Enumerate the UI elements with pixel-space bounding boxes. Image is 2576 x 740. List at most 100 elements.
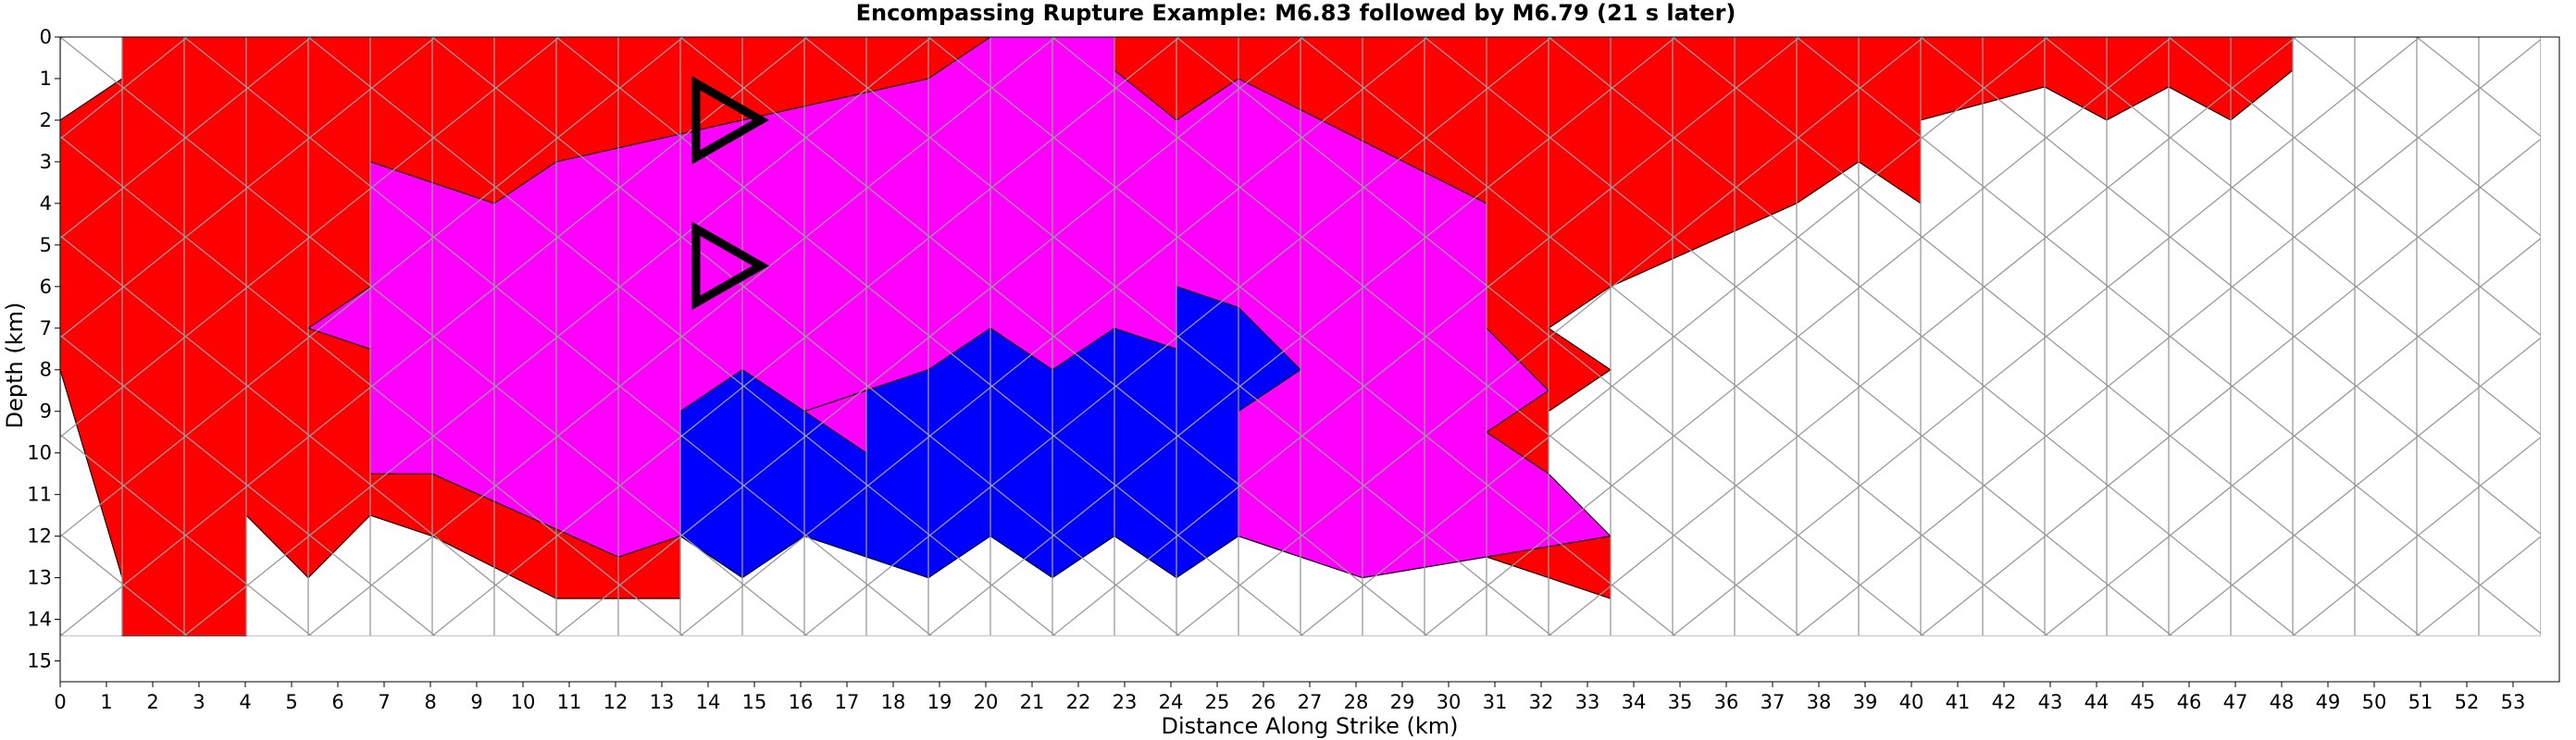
mesh-line [1424,37,2172,636]
y-tick-label: 7 [40,317,52,339]
mesh-line [679,37,1428,636]
y-tick-label: 5 [40,234,52,256]
y-tick-label: 10 [27,442,52,464]
x-tick-label: 3 [193,691,205,713]
x-tick-label: 52 [2455,691,2480,713]
x-tick-label: 30 [1437,691,1462,713]
x-tick-label: 28 [1344,691,1369,713]
chart-title: Encompassing Rupture Example: M6.83 foll… [856,0,1736,26]
x-tick-label: 43 [2038,691,2063,713]
mesh-line [307,37,1056,636]
x-tick-label: 33 [1575,691,1600,713]
x-tick-label: 51 [2408,691,2433,713]
x-tick-label: 24 [1159,691,1184,713]
x-tick-label: 49 [2316,691,2341,713]
x-tick-label: 15 [742,691,767,713]
mesh-line [1920,138,2541,636]
y-tick-label: 0 [40,26,52,48]
y-tick-label: 1 [40,68,52,90]
x-tick-label: 25 [1205,691,1230,713]
x-tick-label: 47 [2223,691,2248,713]
mesh-line [431,37,1180,636]
x-tick-label: 7 [378,691,390,713]
y-tick-label: 4 [40,192,52,215]
x-tick-label: 19 [927,691,952,713]
hypocenter-markers [691,76,770,311]
mesh-line [183,37,932,636]
mesh-line [803,37,1552,636]
x-tick-label: 32 [1529,691,1554,713]
mesh-line [1300,37,2048,636]
x-tick-label: 41 [1946,691,1971,713]
mesh-line [60,37,312,240]
x-tick-label: 53 [2501,691,2526,713]
x-tick-label: 1 [100,691,112,713]
mesh-line [2416,536,2541,636]
plot-area [59,36,2560,683]
x-tick-label: 14 [696,691,721,713]
x-tick-label: 18 [881,691,906,713]
mesh-line [2168,37,2541,337]
x-tick-label: 36 [1714,691,1739,713]
mesh-line [1796,38,2541,636]
mesh-line [1052,37,1800,636]
x-tick-label: 23 [1113,691,1138,713]
x-tick-label: 9 [470,691,482,713]
x-tick-label: 40 [1899,691,1924,713]
y-tick-label: 15 [27,650,52,672]
mesh-line [2044,37,2541,436]
x-tick-label: 2 [146,691,158,713]
x-tick-label: 17 [835,691,860,713]
y-tick-label: 2 [40,109,52,131]
mesh-line [60,37,808,636]
mesh-line [2540,635,2541,636]
y-tick-label: 3 [40,151,52,173]
x-tick-label: 42 [1992,691,2017,713]
mesh-line [60,533,188,636]
y-tick-label: 14 [27,609,52,631]
x-tick-label: 6 [331,691,343,713]
mesh-line [927,37,1676,636]
mesh-line [60,37,560,438]
x-tick-label: 39 [1853,691,1878,713]
x-tick-label: 45 [2131,691,2156,713]
x-tick-label: 13 [650,691,675,713]
x-tick-label: 21 [1020,691,1045,713]
mesh-line [2416,37,2541,138]
x-tick-label: 12 [604,691,628,713]
x-tick-label: 0 [54,691,66,713]
x-tick-label: 48 [2270,691,2295,713]
x-tick-label: 11 [557,691,582,713]
mesh-line [555,37,1304,636]
hypocenter-second-marker [691,221,770,311]
mesh-line [60,37,188,141]
x-tick-label: 4 [239,691,251,713]
x-tick-label: 37 [1761,691,1786,713]
y-tick-label: 8 [40,359,52,381]
mesh-line [60,37,436,339]
x-tick-label: 16 [789,691,814,713]
mesh-line [60,434,312,636]
x-tick-label: 8 [424,691,436,713]
y-axis-label: Depth (km) [2,302,28,429]
x-tick-label: 29 [1390,691,1415,713]
x-tick-label: 34 [1622,691,1647,713]
x-tick-label: 27 [1298,691,1323,713]
y-tick-label: 11 [27,484,52,506]
x-tick-label: 5 [285,691,297,713]
mesh-line [2292,37,2541,237]
mesh-line [1672,37,2420,636]
mesh-line [1176,37,1924,636]
mesh-line [1548,37,2296,636]
y-tick-label: 6 [40,276,52,298]
x-tick-label: 20 [974,691,999,713]
x-tick-label: 50 [2362,691,2387,713]
y-tick-label: 13 [27,567,52,589]
x-tick-label: 46 [2177,691,2202,713]
x-tick-label: 38 [1807,691,1832,713]
hypocenter-first-marker [691,76,770,165]
x-tick-label: 26 [1251,691,1276,713]
y-tick-label: 9 [40,401,52,423]
